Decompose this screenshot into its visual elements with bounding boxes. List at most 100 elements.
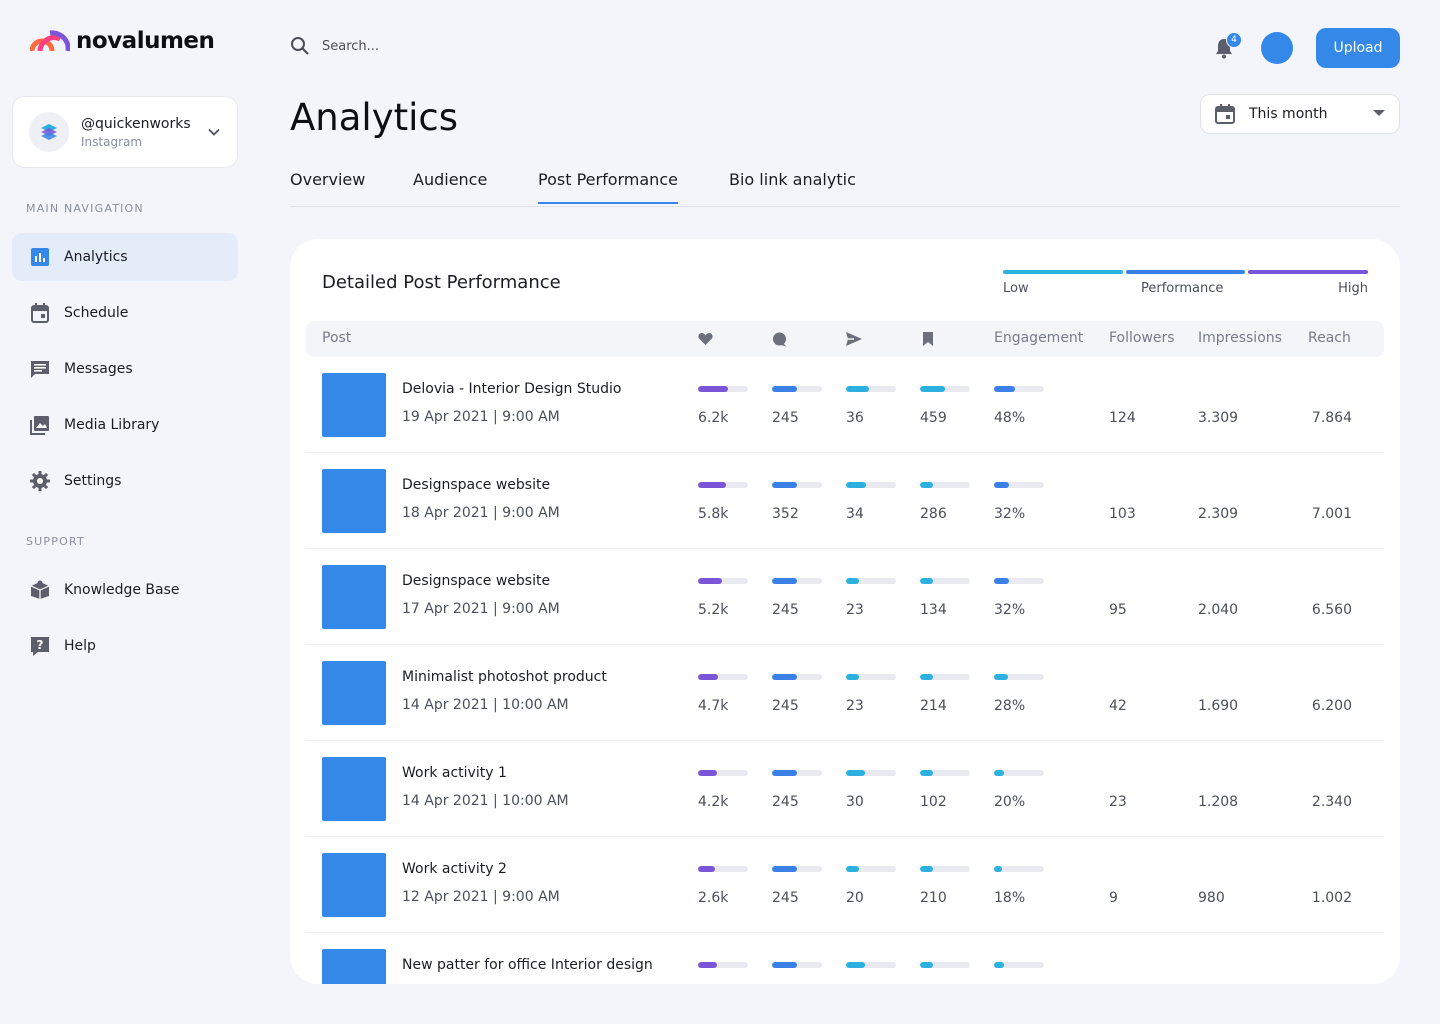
likes-level-bar [698,866,748,872]
shares-metric: 30 [846,770,896,810]
comments-level-fill [772,674,797,680]
comments-level-bar [772,962,822,968]
tab-post-performance[interactable]: Post Performance [538,170,678,204]
post-thumbnail[interactable] [322,661,386,725]
legend-bar-mid [1125,270,1246,274]
post-title[interactable]: Delovia - Interior Design Studio [402,381,622,397]
tab-overview[interactable]: Overview [290,170,366,189]
image-icon [30,415,50,435]
sidebar-item-schedule[interactable]: Schedule [12,289,238,337]
message-icon [30,359,50,379]
comment-icon[interactable] [772,332,787,347]
post-thumbnail[interactable] [322,949,386,984]
support-heading: SUPPORT [26,535,85,548]
likes-level-bar [698,578,748,584]
table-row[interactable]: Work activity 2 12 Apr 2021 | 9:00 AM 2.6k… [306,837,1384,933]
post-thumbnail[interactable] [322,565,386,629]
sidebar-item-messages[interactable]: Messages [12,345,238,393]
impressions-value: 3.309 [1198,410,1239,426]
legend-performance-label: Performance [1141,281,1224,296]
account-switcher[interactable]: @quickenworks Instagram [12,96,238,168]
comments-level-fill [772,770,797,776]
reach-value: 6.560 [1311,602,1352,618]
saves-value: 214 [920,698,947,714]
saves-level-fill [920,770,933,776]
saves-level-fill [920,482,933,488]
comments-level-fill [772,866,797,872]
comments-level-fill [772,482,797,488]
post-title[interactable]: New patter for office Interior design [402,957,653,973]
sidebar-item-settings[interactable]: Settings [12,457,238,505]
engagement-level-bar [994,578,1044,584]
engagement-level-bar [994,386,1044,392]
reach-value: 6.200 [1311,698,1352,714]
followers-value: 9 [1109,890,1118,906]
search-bar[interactable]: Search... [290,36,379,56]
post-table-body: Delovia - Interior Design Studio 19 Apr 2… [306,357,1384,984]
column-post[interactable]: Post [322,330,352,346]
engagement-metric [994,962,1044,968]
saves-level-bar [920,578,970,584]
likes-level-fill [698,674,718,680]
table-row[interactable]: Work activity 1 14 Apr 2021 | 10:00 AM 4.2… [306,741,1384,837]
saves-metric: 286 [920,482,970,522]
followers-value: 95 [1109,602,1127,618]
saves-metric: 459 [920,386,970,426]
shares-level-bar [846,482,896,488]
svg-text:?: ? [37,638,44,652]
table-row[interactable]: Minimalist photoshot product 14 Apr 2021 … [306,645,1384,741]
saves-level-bar [920,770,970,776]
shares-metric: 34 [846,482,896,522]
column-followers[interactable]: Followers [1109,330,1175,346]
engagement-level-bar [994,866,1044,872]
sidebar-item-label: Schedule [64,305,129,321]
post-title[interactable]: Designspace website [402,573,551,589]
sidebar-item-media-library[interactable]: Media Library [12,401,238,449]
column-engagement[interactable]: Engagement [994,330,1084,346]
period-select[interactable]: This month [1200,94,1400,134]
sidebar-item-help[interactable]: ? Help [12,622,238,670]
tab-audience[interactable]: Audience [413,170,488,189]
table-row[interactable]: Designspace website 18 Apr 2021 | 9:00 AM… [306,453,1384,549]
main-navigation-heading: MAIN NAVIGATION [26,202,144,215]
engagement-level-fill [994,674,1008,680]
bookmark-icon[interactable] [922,332,934,346]
engagement-metric: 32% [994,482,1044,522]
shares-level-fill [846,482,866,488]
comments-level-bar [772,770,822,776]
post-thumbnail[interactable] [322,373,386,437]
saves-level-fill [920,866,933,872]
post-title[interactable]: Work activity 2 [402,861,507,877]
tab-bar: Overview Audience Post Performance Bio l… [290,160,1400,207]
comments-metric: 245 [772,386,822,426]
upload-button[interactable]: Upload [1316,28,1400,68]
brand-logo[interactable]: novalumen [30,28,215,54]
sidebar-item-analytics[interactable]: Analytics [12,233,238,281]
search-input[interactable]: Search... [322,38,380,54]
impressions-value: 2.040 [1198,602,1239,618]
column-reach[interactable]: Reach [1308,330,1351,346]
impressions-value: 980 [1198,890,1225,906]
table-row[interactable]: Designspace website 17 Apr 2021 | 9:00 AM… [306,549,1384,645]
column-impressions[interactable]: Impressions [1198,330,1282,346]
saves-level-bar [920,386,970,392]
shares-level-fill [846,770,865,776]
post-thumbnail[interactable] [322,469,386,533]
likes-level-bar [698,770,748,776]
send-icon[interactable] [846,332,862,346]
table-row[interactable]: Delovia - Interior Design Studio 19 Apr 2… [306,357,1384,453]
post-thumbnail[interactable] [322,757,386,821]
heart-icon[interactable] [698,332,713,346]
post-date: 18 Apr 2021 | 9:00 AM [402,505,560,521]
post-title[interactable]: Designspace website [402,477,551,493]
table-row[interactable]: New patter for office Interior design [306,933,1384,984]
post-title[interactable]: Work activity 1 [402,765,507,781]
post-thumbnail[interactable] [322,853,386,917]
tab-bio-link-analytic[interactable]: Bio link analytic [729,170,856,189]
saves-metric: 214 [920,674,970,714]
sidebar-item-knowledge-base[interactable]: Knowledge Base [12,566,238,614]
avatar[interactable] [1261,32,1293,64]
saves-metric: 210 [920,866,970,906]
shares-metric: 23 [846,674,896,714]
post-title[interactable]: Minimalist photoshot product [402,669,607,685]
